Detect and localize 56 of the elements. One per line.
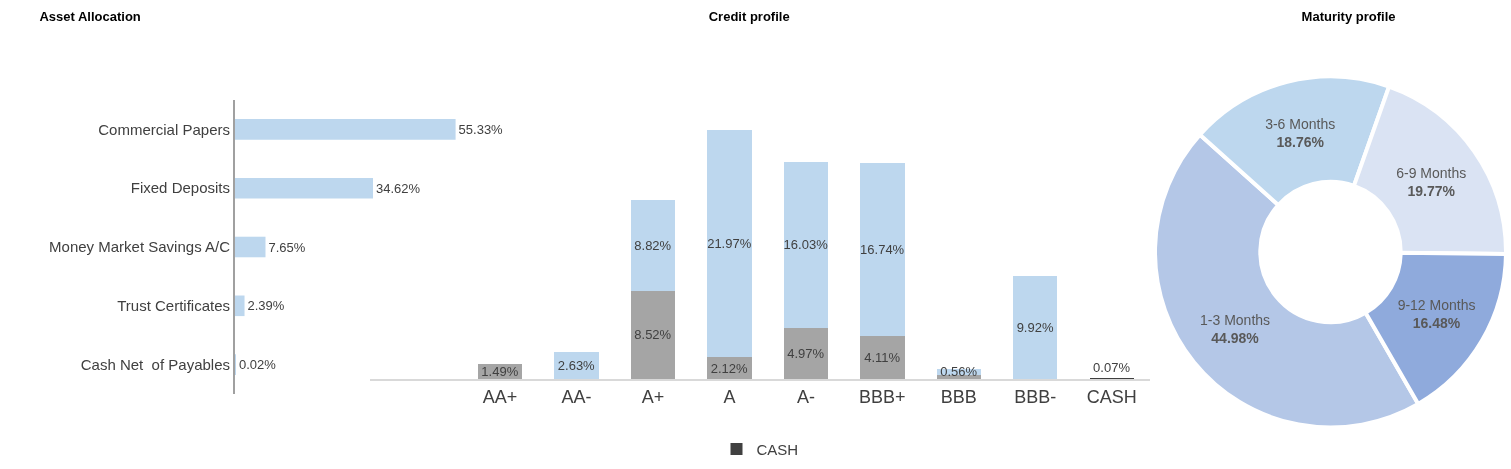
y-tick-label: Commercial Papers [98, 120, 230, 138]
bar [707, 129, 752, 358]
y-tick-label: Fixed Deposits [130, 179, 230, 197]
y-tick-label: Money Market Savings A/C [49, 238, 231, 256]
data-label: 18.76% [1276, 134, 1325, 151]
data-label: 16.74% [860, 242, 905, 258]
bar [235, 177, 374, 199]
x-tick-label: A+ [641, 386, 665, 407]
x-tick-label: AA+ [482, 386, 518, 407]
bar [235, 295, 245, 317]
y-tick-label: Cash Net of Payables [80, 355, 230, 373]
data-label: 34.62% [376, 180, 421, 196]
data-label: 0.02% [239, 357, 277, 373]
x-tick-label: AA- [561, 386, 592, 407]
data-label: 2.63% [557, 357, 596, 373]
data-label: 8.82% [634, 237, 672, 253]
data-label: 2.39% [247, 298, 285, 314]
slice-label: 9-12 Months [1397, 296, 1476, 313]
x-tick-label: BBB [940, 386, 977, 407]
slice-label: 6-9 Months [1396, 164, 1467, 181]
bar [860, 336, 905, 379]
data-label: 21.97% [707, 235, 752, 251]
chart-title: Maturity profile [1301, 8, 1396, 24]
data-label: 4.11% [864, 350, 901, 366]
bar [630, 290, 676, 379]
bar [235, 119, 456, 140]
text: Asset Allocation [39, 8, 141, 24]
data-label: 0.56% [940, 364, 978, 380]
chart-title: Credit profile [708, 8, 790, 24]
x-tick-label: A- [796, 386, 815, 407]
data-label: 19.77% [1407, 182, 1456, 199]
bar [235, 236, 266, 258]
bar [630, 199, 676, 291]
data-label: 16.48% [1412, 315, 1461, 332]
bar [1013, 276, 1058, 379]
x-tick-label: A [723, 386, 736, 407]
bar [783, 161, 829, 328]
data-label: 0.07% [1093, 360, 1131, 375]
legend-label: CASH [756, 440, 799, 458]
x-tick-label: BBB- [1014, 386, 1057, 407]
x-tick-label: CASH [1086, 386, 1137, 407]
data-label: 2.12% [710, 360, 749, 376]
bar [860, 163, 905, 337]
data-label: 8.52% [634, 327, 672, 343]
x-tick-label: BBB+ [859, 386, 906, 407]
data-label: 9.92% [1016, 320, 1054, 336]
data-label: 16.03% [783, 237, 829, 253]
data-label: 55.33% [458, 121, 504, 137]
slice-label: 3-6 Months [1265, 115, 1336, 132]
data-label: 4.97% [787, 345, 825, 361]
bar [783, 327, 829, 379]
data-label: 7.65% [268, 239, 306, 255]
data-label: 44.98% [1211, 330, 1260, 347]
slice-label: 1-3 Months [1200, 312, 1271, 329]
y-tick-label: Trust Certificates [117, 297, 230, 315]
data-label: 1.49% [481, 363, 519, 379]
